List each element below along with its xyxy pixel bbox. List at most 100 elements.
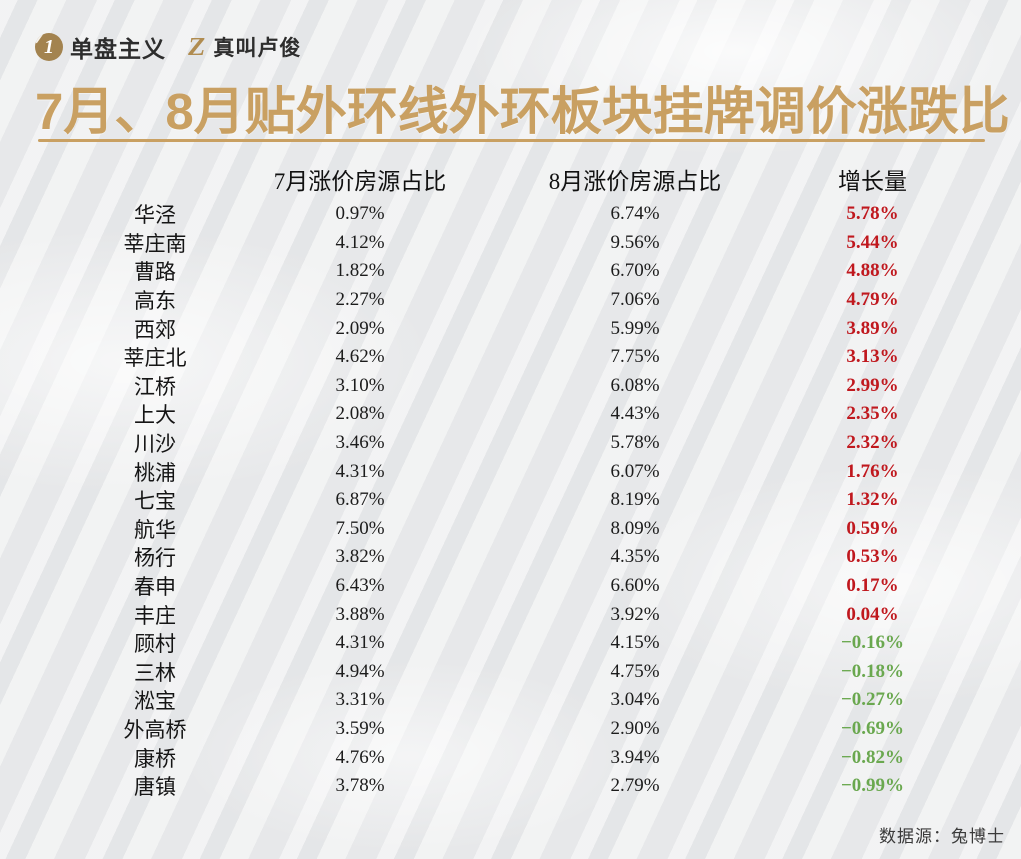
table-row: 上大 2.08% 4.43% 2.35% <box>40 400 955 429</box>
growth-value: 5.44% <box>846 231 899 253</box>
growth-value: 2.99% <box>846 374 899 396</box>
table-row: 顾村 4.31% 4.15% −0.16% <box>40 629 955 658</box>
august-share: 6.07% <box>610 460 660 482</box>
district-name: 莘庄北 <box>123 346 187 371</box>
august-share: 5.99% <box>610 317 660 339</box>
july-share: 6.43% <box>335 575 385 597</box>
growth-value: 3.13% <box>846 346 899 368</box>
district-name: 莘庄南 <box>123 231 187 256</box>
growth-value: −0.82% <box>840 746 905 768</box>
growth-value: −0.69% <box>840 717 905 739</box>
growth-value: 5.78% <box>846 203 899 225</box>
district-name: 唐镇 <box>134 775 176 800</box>
district-name: 杨行 <box>134 546 176 571</box>
july-share: 2.08% <box>335 403 385 425</box>
page-title: 7月、8月贴外环线外环板块挂牌调价涨跌比 <box>35 83 1010 140</box>
district-name: 桃浦 <box>134 460 176 485</box>
august-share: 5.78% <box>610 432 660 454</box>
august-share: 3.04% <box>610 689 660 711</box>
growth-value: 0.04% <box>846 603 899 625</box>
table-row: 唐镇 3.78% 2.79% −0.99% <box>40 772 955 801</box>
growth-value: 2.35% <box>846 403 899 425</box>
august-share: 4.35% <box>610 546 660 568</box>
district-name: 淞宝 <box>134 689 176 714</box>
july-share: 3.78% <box>335 775 385 797</box>
price-change-table: 7月涨价房源占比 8月涨价房源占比 增长量 华泾 0.97% 6.74% 5.7… <box>40 158 955 800</box>
july-share: 2.27% <box>335 289 385 311</box>
column-header-growth: 增长量 <box>838 169 907 194</box>
august-share: 6.70% <box>610 260 660 282</box>
august-share: 6.08% <box>610 374 660 396</box>
growth-value: −0.16% <box>840 632 905 654</box>
district-name: 江桥 <box>134 374 176 399</box>
august-share: 6.60% <box>610 575 660 597</box>
august-share: 9.56% <box>610 231 660 253</box>
district-name: 川沙 <box>134 432 176 457</box>
table-row: 桃浦 4.31% 6.07% 1.76% <box>40 457 955 486</box>
growth-value: −0.27% <box>840 689 905 711</box>
table-row: 莘庄北 4.62% 7.75% 3.13% <box>40 343 955 372</box>
table-row: 西郊 2.09% 5.99% 3.89% <box>40 314 955 343</box>
august-share: 3.92% <box>610 603 660 625</box>
july-share: 3.10% <box>335 374 385 396</box>
column-header-august: 8月涨价房源占比 <box>548 169 722 194</box>
data-source-note: 数据源：兔博士 <box>879 827 1005 846</box>
district-name: 高东 <box>134 289 176 314</box>
july-share: 3.59% <box>335 717 385 739</box>
brand-name-danpanzhuyi: 单盘主义 <box>70 36 166 62</box>
july-share: 6.87% <box>335 489 385 511</box>
table-header-row: 7月涨价房源占比 8月涨价房源占比 增长量 <box>40 158 955 200</box>
july-share: 7.50% <box>335 517 385 539</box>
growth-value: 0.17% <box>846 575 899 597</box>
district-name: 西郊 <box>134 317 176 342</box>
growth-value: 4.88% <box>846 260 899 282</box>
district-name: 顾村 <box>134 632 176 657</box>
july-share: 4.94% <box>335 660 385 682</box>
district-name: 丰庄 <box>134 603 176 628</box>
july-share: 4.12% <box>335 231 385 253</box>
table-row: 三林 4.94% 4.75% −0.18% <box>40 658 955 687</box>
table-body: 华泾 0.97% 6.74% 5.78% 莘庄南 4.12% 9.56% 5.4… <box>40 200 955 800</box>
title-underline <box>38 139 985 142</box>
august-share: 7.06% <box>610 289 660 311</box>
table-row: 外高桥 3.59% 2.90% −0.69% <box>40 715 955 744</box>
august-share: 4.15% <box>610 632 660 654</box>
growth-value: 3.89% <box>846 317 899 339</box>
table-row: 杨行 3.82% 4.35% 0.53% <box>40 543 955 572</box>
table-row: 江桥 3.10% 6.08% 2.99% <box>40 372 955 401</box>
table-row: 春申 6.43% 6.60% 0.17% <box>40 572 955 601</box>
july-share: 3.82% <box>335 546 385 568</box>
table-row: 莘庄南 4.12% 9.56% 5.44% <box>40 229 955 258</box>
july-share: 1.82% <box>335 260 385 282</box>
district-name: 上大 <box>134 403 176 428</box>
july-share: 3.31% <box>335 689 385 711</box>
august-share: 7.75% <box>610 346 660 368</box>
table-row: 淞宝 3.31% 3.04% −0.27% <box>40 686 955 715</box>
august-share: 2.90% <box>610 717 660 739</box>
district-name: 曹路 <box>134 260 176 285</box>
district-name: 外高桥 <box>123 717 187 742</box>
july-share: 3.46% <box>335 432 385 454</box>
table-row: 康桥 4.76% 3.94% −0.82% <box>40 743 955 772</box>
august-share: 8.19% <box>610 489 660 511</box>
august-share: 6.74% <box>610 203 660 225</box>
brand-name-zhenjiaolujun: 真叫卢俊 <box>213 37 302 60</box>
july-share: 4.62% <box>335 346 385 368</box>
growth-value: 1.76% <box>846 460 899 482</box>
july-share: 4.31% <box>335 632 385 654</box>
august-share: 8.09% <box>610 517 660 539</box>
july-share: 4.31% <box>335 460 385 482</box>
august-share: 3.94% <box>610 746 660 768</box>
table-row: 曹路 1.82% 6.70% 4.88% <box>40 257 955 286</box>
july-share: 3.88% <box>335 603 385 625</box>
growth-value: 1.32% <box>846 489 899 511</box>
table-row: 航华 7.50% 8.09% 0.59% <box>40 515 955 544</box>
zhenjiaolujun-z-logo-icon: Z <box>186 32 208 61</box>
august-share: 4.75% <box>610 660 660 682</box>
danpan-logo-icon: 1 <box>35 33 63 61</box>
growth-value: 0.59% <box>846 517 899 539</box>
brand-lockup: 1 单盘主义 Z 真叫卢俊 <box>35 30 301 64</box>
growth-value: −0.99% <box>840 775 905 797</box>
august-share: 2.79% <box>610 775 660 797</box>
district-name: 七宝 <box>134 489 176 514</box>
